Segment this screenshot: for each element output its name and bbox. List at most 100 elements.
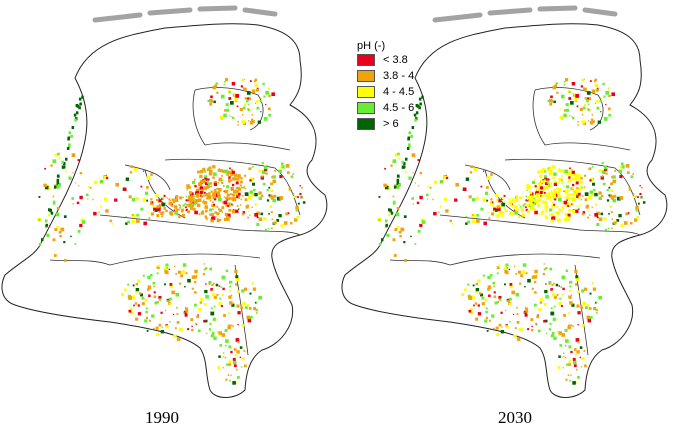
ph-cell <box>250 316 253 319</box>
ph-cell <box>205 202 207 205</box>
ph-cell <box>169 211 173 215</box>
ph-cell <box>191 325 193 328</box>
ph-cell <box>419 172 423 175</box>
ph-cell <box>582 301 586 306</box>
ph-cell <box>520 206 522 208</box>
ph-cell <box>169 285 173 289</box>
ph-cell <box>596 99 599 103</box>
ph-cell <box>549 102 552 106</box>
ph-cell <box>539 186 544 190</box>
ph-cell <box>199 186 204 190</box>
ph-cell <box>143 221 147 226</box>
ph-cell <box>486 186 489 189</box>
ph-cell <box>165 325 169 329</box>
ph-cell <box>103 197 108 201</box>
ph-cell <box>568 312 571 315</box>
ph-cell <box>165 209 168 213</box>
ph-cell <box>561 275 566 280</box>
ph-cell <box>555 216 557 218</box>
ph-cell <box>527 198 529 201</box>
ph-cell <box>496 266 500 270</box>
ph-cell <box>641 197 643 199</box>
ph-cell <box>221 275 226 280</box>
ph-cell <box>568 324 571 328</box>
ph-cell <box>227 374 230 376</box>
ph-cell <box>227 325 231 330</box>
ph-cell <box>397 152 400 156</box>
ph-cell <box>526 199 529 202</box>
ph-cell <box>567 190 569 192</box>
ph-cell <box>71 126 75 129</box>
ph-cell <box>534 210 538 215</box>
ph-cell <box>553 305 556 308</box>
ph-cell <box>571 193 573 196</box>
ph-cell <box>443 197 448 201</box>
ph-cell <box>544 170 547 173</box>
ph-cell <box>461 293 465 297</box>
ph-cell <box>594 192 598 197</box>
ph-cell <box>224 357 227 359</box>
ph-cell <box>211 219 213 221</box>
ph-cell <box>256 99 259 103</box>
ph-cell <box>580 177 583 180</box>
ph-cell <box>477 304 480 307</box>
ph-cell <box>576 205 579 207</box>
ph-cell <box>572 209 576 214</box>
ph-cell <box>492 205 495 208</box>
ph-cell <box>507 299 510 302</box>
ph-cell <box>130 311 134 315</box>
ph-cell <box>53 200 56 204</box>
ph-cell <box>205 267 208 270</box>
ph-cell <box>536 315 540 319</box>
ph-cell <box>414 243 417 245</box>
ph-cell <box>209 208 213 212</box>
ph-cell <box>546 332 548 335</box>
ph-cell <box>205 192 209 197</box>
ph-cell <box>486 176 491 180</box>
ph-cell <box>201 195 204 198</box>
ph-cell <box>237 192 241 196</box>
ph-cell <box>231 203 233 205</box>
ph-cell <box>618 169 622 174</box>
ph-cell <box>241 120 245 124</box>
ph-cell <box>218 331 222 335</box>
ph-cell <box>142 198 147 202</box>
ph-cell <box>264 167 268 172</box>
ph-cell <box>389 224 391 227</box>
ph-cell <box>270 189 274 192</box>
ph-cell <box>487 288 490 291</box>
ph-cell <box>248 103 250 105</box>
ph-cell <box>153 291 156 294</box>
ph-cell <box>202 167 206 171</box>
ph-cell <box>543 268 546 271</box>
ph-cell <box>568 363 571 366</box>
ph-cell <box>505 309 507 312</box>
ph-cell <box>261 194 264 198</box>
ph-cell <box>105 209 109 213</box>
ph-cell <box>287 212 290 215</box>
ph-cell <box>564 109 567 112</box>
ph-cell <box>232 357 236 361</box>
ph-cell <box>246 204 249 208</box>
ph-cell <box>225 103 229 107</box>
ph-cell <box>469 308 473 311</box>
ph-cell <box>596 216 599 219</box>
ph-cell <box>596 223 600 226</box>
ph-cell <box>488 294 491 297</box>
ph-cell <box>406 147 410 150</box>
ph-cell <box>279 174 283 179</box>
ph-cell <box>140 207 144 211</box>
ph-cell <box>254 78 257 81</box>
ph-cell <box>577 311 581 315</box>
ph-cell <box>52 159 57 163</box>
ph-cell <box>434 180 438 185</box>
ph-cell <box>579 180 583 184</box>
ph-cell <box>487 211 489 213</box>
ph-cell <box>396 174 400 178</box>
ph-cell <box>534 291 537 294</box>
ph-cell <box>575 275 579 279</box>
ph-cell <box>553 336 557 340</box>
ph-cell <box>228 295 232 299</box>
ph-cell <box>213 295 217 299</box>
ph-cell <box>49 224 51 227</box>
